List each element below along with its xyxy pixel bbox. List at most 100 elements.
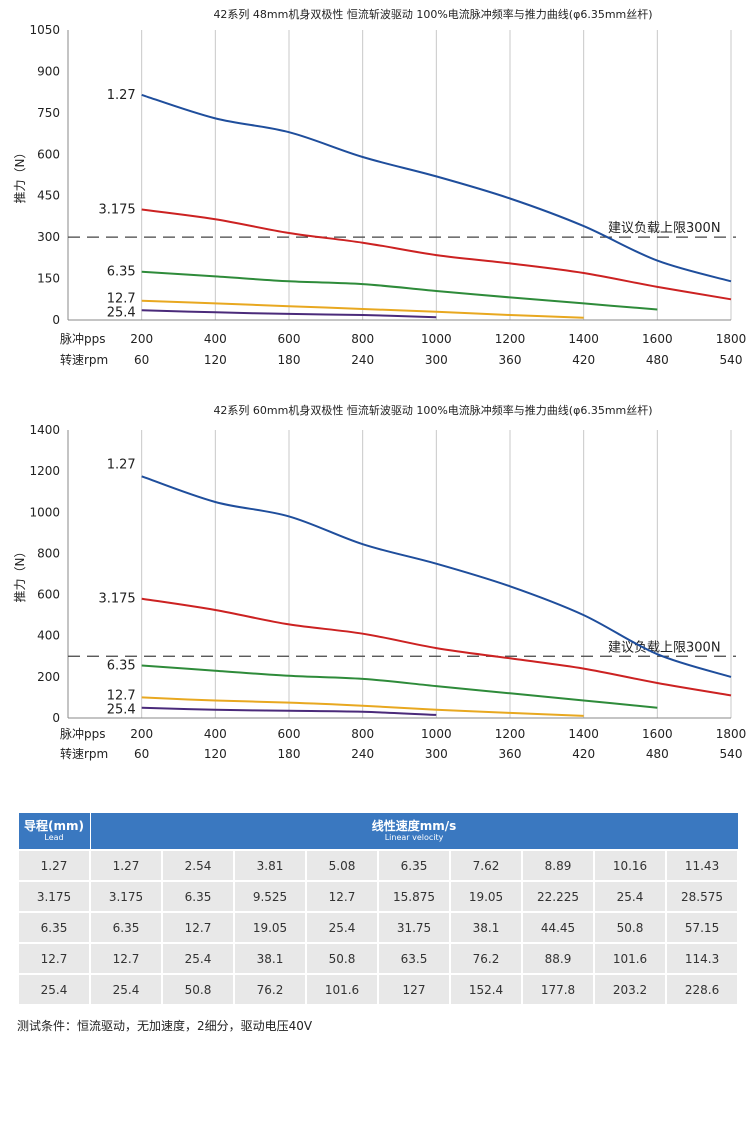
velocity-cell: 25.4	[89, 973, 163, 1006]
test-conditions-note: 测试条件：恒流驱动，无加速度，2细分，驱动电压40V	[17, 1019, 313, 1033]
x-tick-label: 1000	[421, 727, 452, 741]
y-tick-label: 200	[37, 670, 60, 684]
velocity-cell: 50.8	[305, 942, 379, 975]
x2-tick-label: 420	[572, 353, 595, 367]
x-tick-label: 400	[204, 332, 227, 346]
velocity-cell: 152.4	[449, 973, 523, 1006]
velocity-cell: 127	[377, 973, 451, 1006]
y-tick-label: 450	[37, 189, 60, 203]
x-tick-label: 1400	[568, 332, 599, 346]
x-tick-label: 200	[130, 332, 153, 346]
table-header-row: 导程(mm) Lead 线性速度mm/s Linear velocity	[17, 812, 739, 851]
thrust-chart-48mm: 42系列 48mm机身双极性 恒流斩波驱动 100%电流脉冲频率与推力曲线(φ6…	[13, 7, 747, 367]
series-label: 12.7	[107, 292, 136, 307]
y-tick-label: 0	[52, 711, 60, 725]
velocity-cell: 10.16	[593, 849, 667, 882]
x2-tick-label: 480	[646, 747, 669, 761]
table-row: 12.7 12.7 25.4 38.1 50.8 63.5 76.2 88.9 101.6 114…	[17, 942, 740, 975]
y-axis-label: 推力（N）	[13, 546, 27, 603]
x-tick-label: 1200	[495, 727, 526, 741]
velocity-cell: 76.2	[233, 973, 307, 1006]
velocity-cell: 12.7	[89, 942, 163, 975]
x-tick-label: 1400	[568, 727, 599, 741]
y-axis-label: 推力（N）	[13, 147, 27, 204]
chart-title: 42系列 60mm机身双极性 恒流斩波驱动 100%电流脉冲频率与推力曲线(φ6…	[213, 403, 652, 417]
velocity-cell: 19.05	[233, 911, 307, 944]
series-line-3-175	[141, 208, 732, 301]
x-tick-label: 1800	[716, 727, 747, 741]
series-line-25-4	[141, 706, 437, 716]
velocity-cell: 3.175	[89, 880, 163, 913]
series-line-1-27	[141, 475, 732, 678]
velocity-cell: 19.05	[449, 880, 523, 913]
velocity-cell: 63.5	[377, 942, 451, 975]
x-tick-label: 600	[278, 727, 301, 741]
table-row: 1.27 1.27 2.54 3.81 5.08 6.35 7.62 8.89 10.16 11.…	[17, 849, 740, 882]
lead-cell: 6.35	[17, 911, 91, 944]
x2-tick-label: 60	[134, 353, 149, 367]
x-tick-label: 1000	[421, 332, 452, 346]
series-label: 1.27	[107, 457, 136, 472]
velocity-cell: 203.2	[593, 973, 667, 1006]
velocity-cell: 6.35	[377, 849, 451, 882]
x-tick-label: 1600	[642, 332, 673, 346]
x-tick-label: 800	[351, 332, 374, 346]
velocity-cell: 1.27	[89, 849, 163, 882]
velocity-cell: 6.35	[161, 880, 235, 913]
x2-tick-label: 360	[499, 353, 522, 367]
series-line-25-4	[141, 309, 437, 319]
x2-tick-label: 300	[425, 353, 448, 367]
y-tick-label: 800	[37, 546, 60, 560]
velocity-cell: 28.575	[664, 880, 740, 913]
series-label: 25.4	[107, 305, 136, 320]
y-tick-label: 1050	[29, 23, 60, 37]
velocity-cell: 38.1	[449, 911, 523, 944]
x2-tick-label: 540	[720, 747, 743, 761]
velocity-cell: 50.8	[593, 911, 667, 944]
speed-header-label: 线性速度mm/s	[371, 819, 457, 833]
x2-tick-label: 240	[351, 747, 374, 761]
velocity-cell: 50.8	[161, 973, 235, 1006]
lead-cell: 12.7	[17, 942, 91, 975]
series-line-6-35	[141, 664, 658, 709]
velocity-cell: 25.4	[161, 942, 235, 975]
series-line-12-7	[141, 299, 584, 319]
velocity-cell: 101.6	[593, 942, 667, 975]
velocity-cell: 57.15	[664, 911, 740, 944]
velocity-cell: 228.6	[664, 973, 740, 1006]
series-line-3-175	[141, 597, 732, 697]
x2-row-label: 转速rpm	[60, 746, 108, 761]
speed-header: 线性速度mm/s Linear velocity	[89, 812, 739, 851]
x-tick-label: 1800	[716, 332, 747, 346]
lead-cell: 1.27	[17, 849, 91, 882]
x2-tick-label: 420	[572, 747, 595, 761]
y-tick-label: 0	[52, 313, 60, 327]
x2-tick-label: 240	[351, 353, 374, 367]
lead-cell: 25.4	[17, 973, 91, 1006]
x-tick-label: 1200	[495, 332, 526, 346]
velocity-cell: 114.3	[664, 942, 740, 975]
velocity-cell: 177.8	[521, 973, 595, 1006]
thrust-chart-60mm: 42系列 60mm机身双极性 恒流斩波驱动 100%电流脉冲频率与推力曲线(φ6…	[13, 403, 747, 761]
velocity-cell: 9.525	[233, 880, 307, 913]
lead-header-en: Lead	[44, 833, 64, 842]
y-tick-label: 600	[37, 147, 60, 161]
x-tick-label: 200	[130, 727, 153, 741]
x-tick-label: 600	[278, 332, 301, 346]
y-tick-label: 400	[37, 629, 60, 643]
y-tick-label: 1000	[29, 505, 60, 519]
x2-tick-label: 300	[425, 747, 448, 761]
series-label: 6.35	[107, 265, 136, 280]
lead-cell: 3.175	[17, 880, 91, 913]
x2-row-label: 转速rpm	[60, 352, 108, 367]
lead-header: 导程(mm) Lead	[17, 812, 91, 851]
series-label: 3.175	[98, 203, 135, 218]
x-tick-label: 400	[204, 727, 227, 741]
x2-tick-label: 480	[646, 353, 669, 367]
lead-header-label: 导程(mm)	[24, 819, 84, 833]
x2-tick-label: 180	[278, 747, 301, 761]
velocity-cell: 25.4	[305, 911, 379, 944]
series-label: 6.35	[107, 659, 136, 674]
x2-tick-label: 60	[134, 747, 149, 761]
x2-tick-label: 180	[278, 353, 301, 367]
